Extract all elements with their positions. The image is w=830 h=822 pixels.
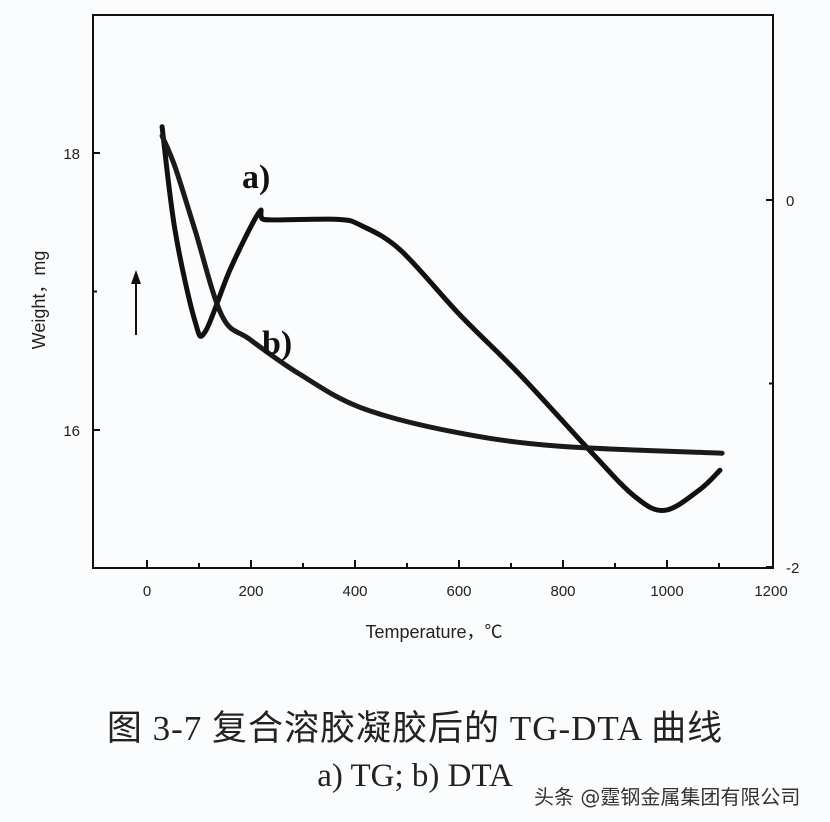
plot-frame — [92, 14, 774, 569]
x-tick-label: 1200 — [754, 583, 787, 600]
x-tick-label: 400 — [342, 583, 367, 600]
x-axis-ticks: 0 200 400 600 800 1000 1200 — [143, 560, 788, 600]
y-tick-label: 18 — [63, 146, 80, 163]
y2-tick-label: 0 — [786, 193, 794, 210]
x-axis-title: Temperature，℃ — [365, 622, 502, 642]
x-tick-label: 0 — [143, 583, 151, 600]
figure-caption: 图 3-7 复合溶胶凝胶后的 TG-DTA 曲线 — [106, 709, 724, 748]
x-tick-label: 200 — [238, 583, 263, 600]
watermark: 头条 @霆钢金属集团有限公司 — [534, 785, 801, 809]
curve-label-b: b) — [262, 325, 292, 362]
x-tick-label: 800 — [550, 583, 575, 600]
right-y-axis-ticks: 0 -2 — [766, 193, 799, 577]
tg-curve — [159, 124, 723, 513]
exo-arrow-icon — [131, 270, 141, 335]
curve-label-a: a) — [242, 159, 270, 196]
x-tick-label: 600 — [446, 583, 471, 600]
figure-subcaption: a) TG; b) DTA — [317, 758, 513, 794]
x-tick-label: 1000 — [650, 583, 683, 600]
y-axis-title: Weight，mg — [29, 251, 49, 350]
y-tick-label: 16 — [63, 423, 80, 440]
y2-tick-label: -2 — [786, 560, 799, 577]
dta-curve — [159, 133, 725, 456]
